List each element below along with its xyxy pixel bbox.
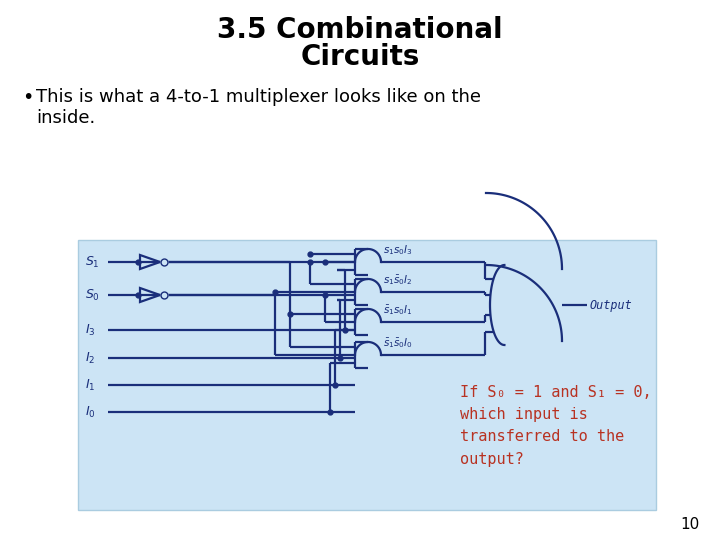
- Text: $I_1$: $I_1$: [85, 377, 96, 393]
- Text: $\bar{s}_1\bar{s}_0I_0$: $\bar{s}_1\bar{s}_0I_0$: [383, 336, 413, 350]
- Text: Circuits: Circuits: [300, 43, 420, 71]
- Text: $\bar{s}_1s_0I_1$: $\bar{s}_1s_0I_1$: [383, 303, 413, 317]
- Text: 10: 10: [680, 517, 700, 532]
- Text: 3.5 Combinational: 3.5 Combinational: [217, 16, 503, 44]
- Text: If S₀ = 1 and S₁ = 0,
which input is
transferred to the
output?: If S₀ = 1 and S₁ = 0, which input is tra…: [460, 385, 652, 467]
- Text: $s_1\bar{s}_0I_2$: $s_1\bar{s}_0I_2$: [383, 273, 413, 287]
- Text: $I_3$: $I_3$: [85, 322, 96, 338]
- FancyBboxPatch shape: [78, 240, 656, 510]
- Text: •: •: [22, 88, 33, 107]
- Text: This is what a 4-to-1 multiplexer looks like on the
inside.: This is what a 4-to-1 multiplexer looks …: [36, 88, 481, 127]
- Text: $S_0$: $S_0$: [85, 287, 100, 302]
- Text: $S_1$: $S_1$: [85, 254, 99, 269]
- Text: $I_0$: $I_0$: [85, 404, 96, 420]
- Text: Output: Output: [590, 299, 633, 312]
- Text: $I_2$: $I_2$: [85, 350, 95, 366]
- Text: $s_1s_0I_3$: $s_1s_0I_3$: [383, 243, 413, 257]
